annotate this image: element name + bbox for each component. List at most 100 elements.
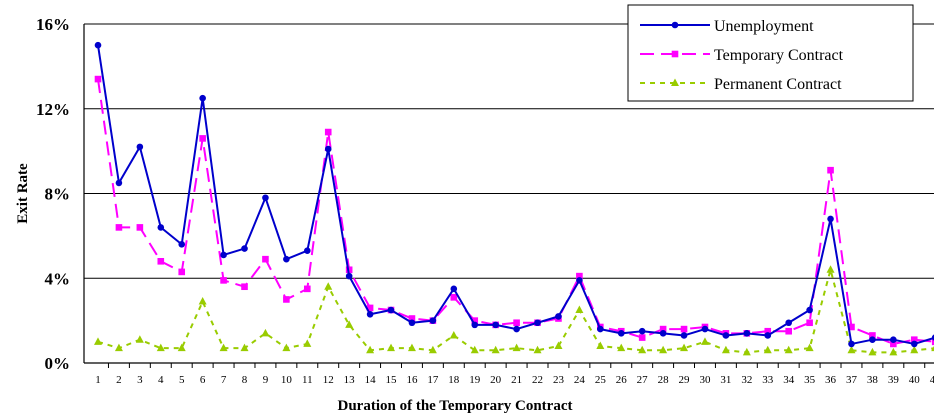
data-point: [449, 330, 458, 339]
series-group: [94, 41, 934, 356]
data-point: [470, 345, 479, 354]
data-point: [387, 343, 396, 352]
data-point: [910, 336, 918, 343]
x-tick-label: 5: [179, 374, 185, 386]
data-point: [534, 319, 541, 327]
y-tick-label: 12%: [36, 100, 70, 119]
data-point: [638, 327, 646, 335]
data-point: [722, 332, 730, 339]
data-point: [387, 306, 395, 314]
x-tick-label: 39: [888, 374, 900, 386]
data-point: [366, 345, 375, 354]
series-3: [94, 265, 934, 356]
data-point: [638, 345, 647, 354]
x-tick-label: 37: [846, 374, 858, 386]
data-point: [806, 306, 813, 314]
data-point: [869, 332, 876, 339]
series-line: [97, 78, 934, 345]
data-point: [198, 297, 207, 305]
data-point: [304, 247, 311, 255]
x-tick-label: 7: [221, 374, 227, 386]
x-tick-label: 24: [574, 374, 586, 386]
data-point: [136, 224, 144, 231]
x-tick-label: 20: [490, 374, 502, 386]
data-point: [512, 343, 521, 352]
data-point: [869, 336, 876, 343]
data-point: [199, 94, 206, 102]
data-point: [178, 241, 186, 248]
x-tick-label: 25: [595, 374, 607, 386]
data-point: [115, 179, 123, 187]
data-point: [889, 347, 898, 356]
data-point: [785, 319, 792, 327]
data-point: [262, 255, 269, 263]
data-point: [471, 317, 479, 324]
data-point: [94, 337, 102, 345]
x-tick-label: 23: [553, 374, 565, 386]
x-tick-label: 16: [406, 374, 418, 386]
data-point: [931, 345, 934, 352]
data-point: [262, 194, 269, 202]
x-tick-label: 13: [344, 374, 356, 386]
x-tick-label: 14: [365, 374, 377, 386]
data-point: [450, 285, 458, 293]
x-tick-label: 31: [720, 374, 731, 386]
x-tick-label: 2: [116, 374, 122, 386]
data-point: [576, 272, 583, 280]
series-2: [94, 75, 934, 348]
data-point: [240, 343, 249, 352]
data-point: [847, 345, 856, 354]
data-point: [324, 282, 333, 290]
data-point: [408, 319, 416, 327]
data-point: [220, 251, 227, 259]
data-point: [366, 310, 374, 318]
data-point: [178, 268, 186, 276]
data-point: [659, 345, 668, 354]
x-tick-label: 29: [679, 374, 691, 386]
x-tick-label: 4: [158, 374, 164, 386]
x-tick-label: 11: [302, 374, 313, 386]
x-tick-label: 33: [762, 374, 774, 386]
data-point: [764, 327, 772, 335]
data-point: [324, 128, 332, 136]
x-tick-label: 27: [637, 374, 649, 386]
data-point: [428, 345, 437, 354]
data-point: [94, 41, 102, 49]
data-point: [701, 325, 709, 333]
y-tick-label: 4%: [45, 269, 71, 288]
x-tick-label: 1: [95, 374, 101, 386]
x-tick-label: 3: [137, 374, 143, 386]
data-point: [805, 343, 814, 352]
data-point: [136, 143, 144, 151]
axes: [83, 24, 934, 368]
series-1: [94, 41, 934, 348]
x-tick-label: 40: [909, 374, 921, 386]
y-tick-label: 8%: [45, 185, 71, 204]
data-point: [219, 343, 228, 352]
legend-marker: [671, 21, 679, 29]
data-point: [471, 321, 479, 329]
data-point: [115, 224, 123, 231]
legend-marker: [671, 78, 679, 86]
legend-marker: [671, 50, 679, 58]
data-point: [261, 328, 270, 337]
x-tick-label: 26: [616, 374, 628, 386]
data-point: [763, 345, 772, 354]
data-point: [931, 338, 934, 346]
data-point: [324, 145, 332, 153]
data-point: [157, 258, 165, 265]
x-tick-label: 36: [825, 374, 837, 386]
data-point: [157, 224, 165, 231]
data-point: [282, 343, 291, 352]
data-point: [659, 330, 667, 337]
data-point: [407, 343, 416, 352]
series-line: [97, 45, 934, 345]
data-point: [931, 334, 934, 341]
data-point: [576, 277, 583, 284]
x-tick-label: 34: [783, 374, 795, 386]
x-tick-labels: 1 2 3 4 5 6 7 8 9 10 11 12 13 14 15 16 17 18 19 20 21 22 23 24 2…: [95, 374, 934, 386]
data-point: [366, 304, 374, 312]
data-point: [303, 339, 312, 347]
data-point: [743, 330, 751, 337]
